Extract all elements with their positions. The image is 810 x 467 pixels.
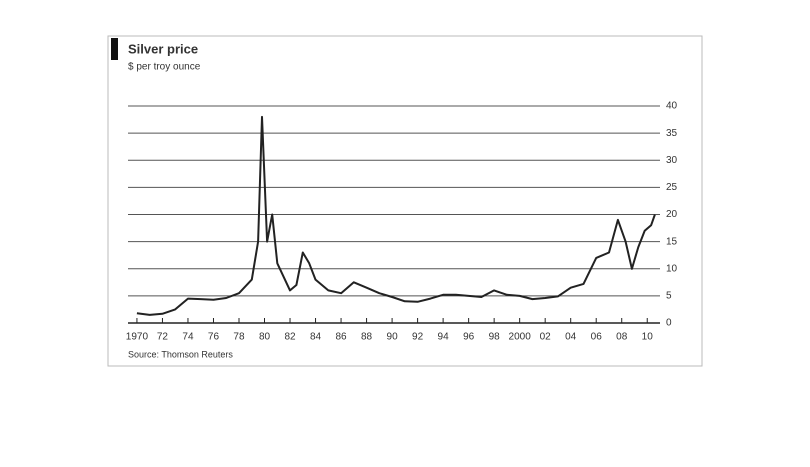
- y-tick-label: 15: [666, 236, 678, 247]
- x-tick-label: 76: [208, 332, 220, 343]
- x-tick-label: 96: [463, 332, 475, 343]
- x-tick-label: 02: [540, 332, 552, 343]
- price-line: [136, 115, 656, 316]
- y-tick-label: 20: [666, 209, 678, 220]
- x-tick-label: 82: [284, 332, 296, 343]
- x-tick-label: 04: [565, 332, 577, 343]
- x-tick-label: 90: [387, 332, 399, 343]
- x-tick-label: 94: [438, 332, 450, 343]
- x-tick-label: 74: [182, 332, 194, 343]
- chart-subtitle: $ per troy ounce: [128, 62, 201, 73]
- frame: [107, 35, 703, 367]
- x-tick-label: 1970: [126, 332, 149, 343]
- y-tick-label: 35: [666, 128, 678, 139]
- source: Source: Thomson Reuters: [128, 349, 233, 359]
- x-tick-label: 80: [259, 332, 271, 343]
- x-tick-label: 10: [642, 332, 654, 343]
- y-tick-label: 5: [666, 291, 672, 302]
- chart-title: Silver price: [128, 41, 198, 56]
- y-tick-label: 25: [666, 182, 678, 193]
- y-tick-label: 30: [666, 155, 678, 166]
- x-tick-label: 78: [233, 332, 245, 343]
- x-tick-label: 88: [361, 332, 373, 343]
- x-tick-label: 92: [412, 332, 424, 343]
- title-bar: [111, 38, 118, 60]
- x-tick-label: 08: [616, 332, 628, 343]
- x-tick-label: 98: [489, 332, 501, 343]
- y-tick-label: 10: [666, 263, 678, 274]
- y-tick-label: 0: [666, 318, 672, 329]
- x-tick-label: 72: [157, 332, 169, 343]
- y-tick-label: 40: [666, 101, 678, 112]
- x-tick-label: 06: [591, 332, 603, 343]
- x-tick-label: 84: [310, 332, 322, 343]
- x-tick-label: 86: [335, 332, 347, 343]
- x-tick-label: 2000: [509, 332, 532, 343]
